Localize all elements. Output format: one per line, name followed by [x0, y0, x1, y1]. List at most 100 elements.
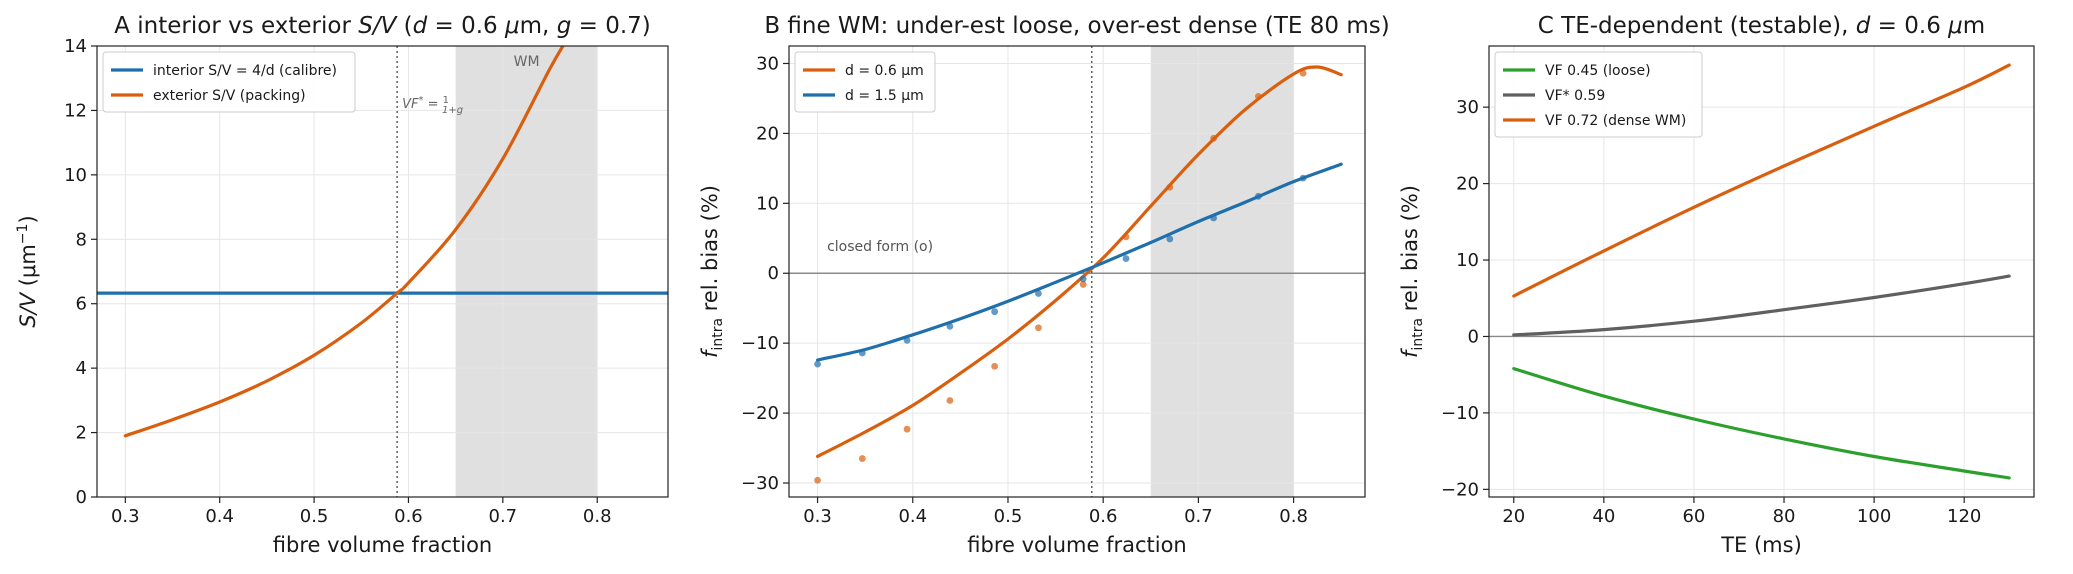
wm-shaded-region	[455, 46, 598, 497]
wm-label: WM	[514, 54, 540, 70]
closed-form-point	[903, 425, 911, 433]
closed-form-point	[858, 455, 866, 462]
title-math-d: d	[413, 13, 428, 39]
panel-title: C TE-dependent (testable), d = 0.6 μm	[1538, 13, 1985, 39]
closed-form-point	[814, 476, 821, 484]
y-label-sv: S/V	[16, 291, 40, 327]
y-label-sub: intra	[710, 318, 726, 351]
closed-form-point	[858, 349, 866, 357]
closed-form-point	[903, 336, 911, 344]
legend-box	[1494, 51, 1703, 138]
y-tick-label: 2	[76, 423, 87, 444]
axes-frame	[1488, 45, 2035, 498]
y-tick-label: 8	[76, 229, 87, 250]
title-math-d: d	[1856, 13, 1871, 39]
closed-form-point	[1035, 324, 1042, 332]
closed-form-point	[1122, 255, 1130, 262]
y-label-exp: −1	[15, 224, 31, 245]
closed-form-point	[1254, 92, 1262, 100]
vf-star-vf: VF	[402, 97, 419, 112]
title-text: TE-dependent (testable),	[1560, 13, 1856, 39]
closed-form-point	[1166, 183, 1174, 191]
y-tick-label: −10	[741, 333, 779, 354]
y-axis-label: fintra rel. bias (%)	[1398, 185, 1426, 358]
x-tick-label: 40	[1592, 506, 1615, 527]
title-math-dval: = 0.6	[1870, 13, 1948, 39]
x-axis-label: fibre volume fraction	[967, 533, 1186, 557]
y-tick-label: −20	[1441, 479, 1479, 500]
x-tick-label: 20	[1502, 506, 1525, 527]
closed-form-point	[1210, 134, 1218, 142]
y-label-rest: rel. bias (%)	[698, 185, 722, 318]
x-tick-label: 0.4	[205, 506, 234, 527]
title-letter: C	[1538, 13, 1561, 39]
closed-form-point	[991, 308, 999, 316]
vf-star-den: 1+g	[442, 105, 463, 116]
legend-label-0: d = 0.6 μm	[845, 63, 924, 79]
series-line-0	[1512, 367, 2011, 480]
y-tick-label: 30	[756, 53, 779, 74]
closed-form-point	[1299, 69, 1307, 77]
x-tick-label: 0.4	[898, 506, 927, 527]
title-math-dval: = 0.6	[427, 13, 505, 39]
vf-star-eq: =	[424, 97, 443, 112]
closed-form-point	[946, 397, 954, 404]
x-axis-label: fibre volume fraction	[273, 533, 492, 557]
legend-label-1: d = 1.5 μm	[845, 88, 924, 104]
panel-c: 20 40 60 80 100 120 −20 −10 0 10 20 30 TE (ms) fintra…	[1398, 13, 2035, 557]
closed-form-point	[946, 322, 954, 330]
legend-box	[102, 51, 356, 113]
series-group	[97, 46, 668, 438]
panel-a: 0.3 0.4 0.5 0.6 0.7 0.8 0 2 4 6 8 10 12 14 fibre volum…	[15, 13, 669, 557]
y-tick-label: 30	[1456, 97, 1479, 118]
y-tick-label: 20	[756, 123, 779, 144]
closed-form-point	[1079, 275, 1087, 283]
series-line-0	[816, 65, 1343, 458]
closed-form-annotation: closed form (o)	[827, 239, 933, 255]
series-group	[814, 65, 1343, 484]
title-math-sv: S/V	[358, 13, 398, 39]
vf-star-sup: *	[419, 95, 424, 106]
x-tick-label: 0.7	[1184, 506, 1213, 527]
closed-form-point	[814, 360, 821, 368]
series-line-1	[123, 46, 565, 438]
y-tick-label: 10	[1456, 250, 1479, 271]
wm-shaded-region	[1150, 46, 1294, 497]
vf-star-annotation: VF* = 1 1+g	[402, 95, 463, 116]
legend-label-1: exterior S/V (packing)	[153, 88, 306, 104]
x-tick-label: 0.8	[1279, 506, 1308, 527]
x-tick-label: 0.6	[1089, 506, 1118, 527]
y-label-rest: rel. bias (%)	[1398, 185, 1422, 318]
y-tick-label: −10	[1441, 403, 1479, 424]
y-label-unit: (μm	[16, 244, 40, 293]
series-line-2	[1512, 63, 2011, 298]
x-tick-label: 60	[1682, 506, 1705, 527]
y-axis-label: fintra rel. bias (%)	[698, 185, 726, 358]
x-tick-label: 0.6	[394, 506, 423, 527]
closed-form-point	[1035, 290, 1042, 297]
title-math-gval: = 0.7)	[571, 13, 650, 39]
axes-frame	[788, 45, 1366, 498]
title-letter: A	[114, 13, 137, 39]
y-tick-label: 0	[76, 487, 87, 508]
title-text: interior vs exterior	[137, 13, 358, 39]
y-tick-label: 20	[1456, 174, 1479, 195]
title-math-g: g	[557, 13, 572, 39]
closed-form-point	[1254, 192, 1262, 200]
x-tick-label: 80	[1773, 506, 1796, 527]
y-tick-label: 0	[768, 263, 779, 284]
title-text: fine WM: under-est loose, over-est dense…	[787, 13, 1389, 39]
panel-title: B fine WM: under-est loose, over-est den…	[764, 13, 1389, 39]
series-group	[1512, 63, 2011, 480]
closed-form-point	[991, 362, 999, 370]
y-tick-label: 10	[64, 165, 87, 186]
y-tick-label: 4	[76, 358, 87, 379]
x-tick-label: 0.7	[489, 506, 518, 527]
y-tick-label: 6	[76, 294, 87, 315]
closed-form-point	[1299, 174, 1307, 182]
series-line-1	[1512, 274, 2011, 337]
series-line-1	[816, 162, 1343, 362]
y-tick-label: 14	[64, 36, 87, 57]
x-tick-label: 0.5	[994, 506, 1023, 527]
